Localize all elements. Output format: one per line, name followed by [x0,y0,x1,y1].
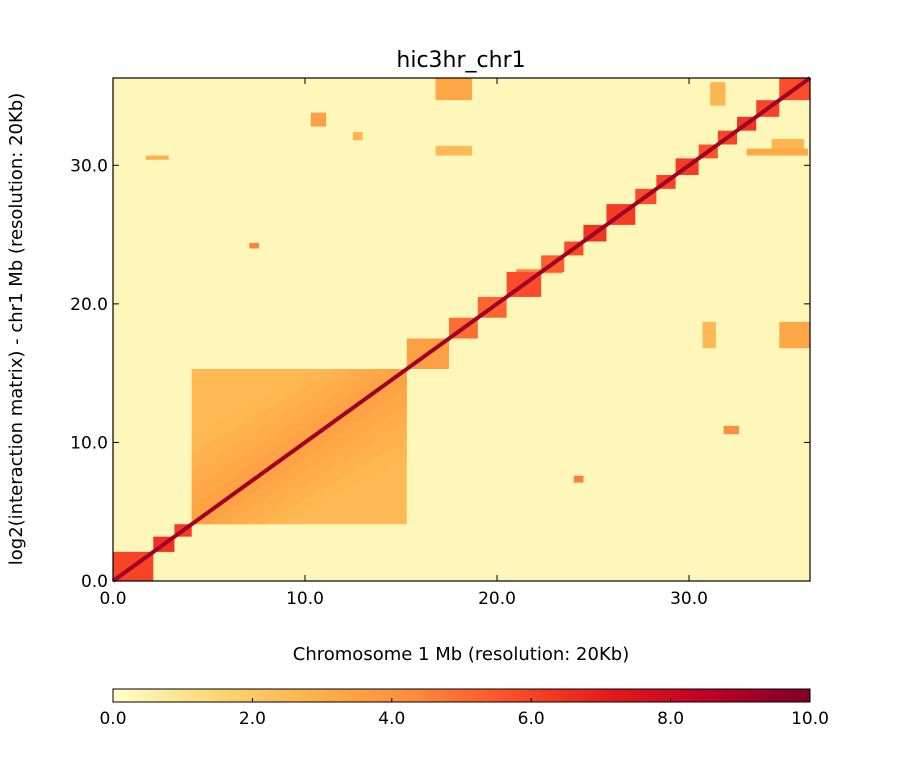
off-diagonal-interaction-block [249,242,259,249]
off-diagonal-interaction-block [702,321,716,349]
y-tick-label: 20.0 [70,295,108,315]
colorbar-axis: 0.0 2.0 4.0 6.0 8.0 10.0 [99,698,829,729]
x-axis-label: Chromosome 1 Mb (resolution: 20Kb) [293,644,629,665]
off-diagonal-interaction-block [746,148,809,156]
off-diagonal-interaction-block [723,425,739,435]
colorbar-tick-label: 10.0 [791,709,829,729]
colorbar-tick-label: 0.0 [99,709,126,729]
off-diagonal-interaction-block [310,112,327,127]
x-tick-label: 10.0 [286,589,324,609]
colorbar-tick-label: 8.0 [657,709,684,729]
off-diagonal-interaction-block [771,138,805,151]
x-axis: 0.0 10.0 20.0 30.0 [99,78,708,609]
off-diagonal-interaction-block [573,475,584,483]
off-diagonal-interaction-block [145,155,169,160]
off-diagonal-interaction-block [435,78,473,101]
y-axis: 0.0 10.0 20.0 30.0 [70,156,810,592]
y-tick-label: 10.0 [70,433,108,453]
colorbar [112,688,811,703]
x-tick-label: 30.0 [670,589,708,609]
colorbar-tick-label: 6.0 [518,709,545,729]
colorbar-tick-label: 2.0 [239,709,266,729]
colorbar-tick-label: 4.0 [378,709,405,729]
y-tick-label: 30.0 [70,156,108,176]
x-tick-label: 0.0 [99,589,126,609]
off-diagonal-interaction-block [779,321,810,349]
off-diagonal-interaction-block [435,145,473,156]
y-tick-label: 0.0 [81,572,108,592]
y-axis-label: log2(interaction matrix) - chr1 Mb (reso… [6,93,27,566]
heatmap-plot-area [111,76,812,583]
plot-frame [112,77,811,582]
diagonal-line [111,76,812,583]
off-diagonal-interaction-block [710,82,726,106]
off-diagonal-interaction-block [353,132,363,141]
chart-title: hic3hr_chr1 [396,48,525,73]
x-tick-label: 20.0 [478,589,516,609]
